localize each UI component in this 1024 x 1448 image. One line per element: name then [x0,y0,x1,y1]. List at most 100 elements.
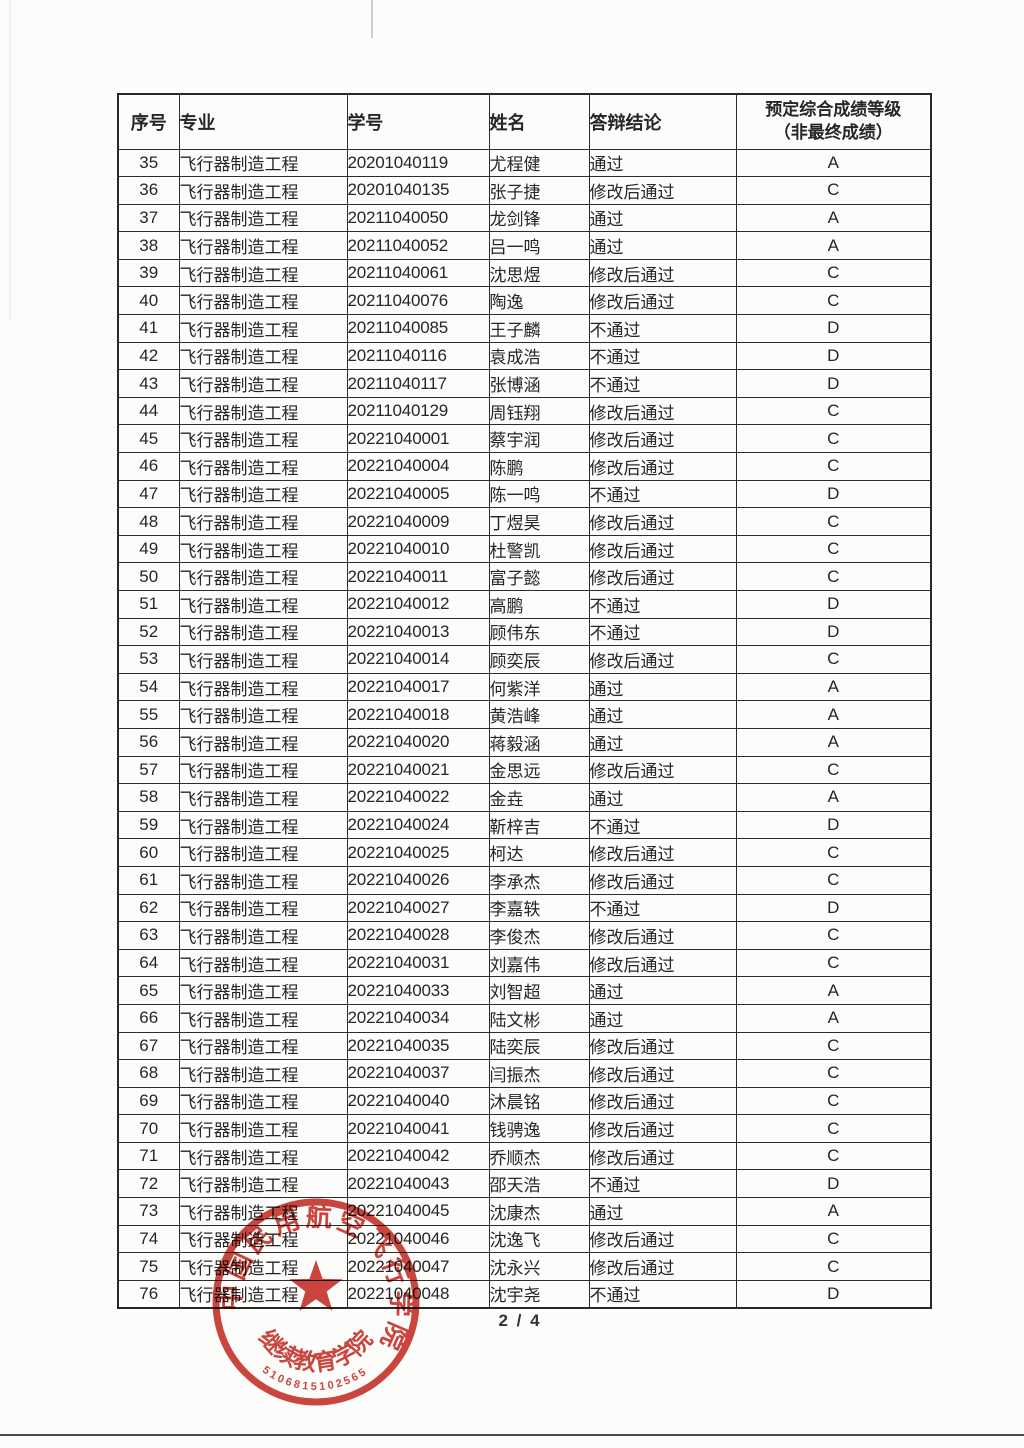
cell-major: 飞行器制造工程 [178,203,348,233]
table-body: 35 飞行器制造工程 20201040119 尤程健 通过 A 36 飞行器制造工程 20201… [117,148,932,1309]
cell-index: 54 [117,672,180,702]
cell-grade: D [735,810,932,840]
cell-conclusion: 修改后通过 [588,1086,737,1116]
cell-conclusion: 修改后通过 [588,921,737,950]
cell-conclusion: 通过 [588,231,737,260]
cell-student-id: 20221040037 [346,1059,490,1088]
cell-major: 飞行器制造工程 [178,341,348,371]
cell-major: 飞行器制造工程 [178,783,348,812]
header-student-id: 学号 [346,93,490,150]
cell-student-id: 20221040020 [346,727,490,757]
cell-grade: C [735,948,932,978]
cell-conclusion: 修改后通过 [588,838,737,867]
cell-index: 72 [117,1169,180,1199]
cell-name: 蔡宇润 [488,424,590,454]
cell-conclusion: 修改后通过 [588,424,737,454]
cell-major: 飞行器制造工程 [178,396,348,426]
cell-grade: A [735,203,932,233]
cell-conclusion: 不通过 [588,810,737,840]
cell-conclusion: 修改后通过 [588,1224,737,1254]
cell-grade: C [735,1141,932,1171]
cell-name: 沈康杰 [488,1197,590,1226]
cell-index: 48 [117,507,180,536]
cell-name: 沈永兴 [488,1252,590,1281]
cell-index: 52 [117,617,180,647]
cell-conclusion: 通过 [588,727,737,757]
cell-name: 李承杰 [488,865,590,895]
cell-major: 飞行器制造工程 [178,893,348,923]
cell-conclusion: 通过 [588,148,737,178]
cell-name: 闫振杰 [488,1059,590,1088]
cell-index: 35 [117,148,180,178]
cell-student-id: 20211040085 [346,314,490,343]
cell-major: 飞行器制造工程 [178,1031,348,1061]
cell-name: 尤程健 [488,148,590,178]
cell-name: 周钰翔 [488,396,590,426]
table-row: 36 飞行器制造工程 20201040135 张子捷 修改后通过 C [117,176,932,205]
cell-major: 飞行器制造工程 [178,479,348,509]
cell-major: 飞行器制造工程 [178,700,348,729]
cell-major: 飞行器制造工程 [178,369,348,398]
cell-major: 飞行器制造工程 [178,1003,348,1033]
cell-conclusion: 修改后通过 [588,534,737,564]
cell-name: 张博涵 [488,369,590,398]
cell-index: 44 [117,396,180,426]
cell-index: 59 [117,810,180,840]
cell-name: 蒋毅涵 [488,727,590,757]
cell-grade: A [735,148,932,178]
table-row: 72 飞行器制造工程 20221040043 邵天浩 不通过 D [117,1169,932,1199]
cell-major: 飞行器制造工程 [178,424,348,454]
cell-student-id: 20221040024 [346,810,490,840]
cell-major: 飞行器制造工程 [178,231,348,260]
cell-name: 靳梓吉 [488,810,590,840]
cell-name: 丁煜昊 [488,507,590,536]
table-row: 38 飞行器制造工程 20211040052 吕一鸣 通过 A [117,231,932,260]
cell-name: 李嘉轶 [488,893,590,923]
cell-grade: A [735,231,932,260]
cell-conclusion: 通过 [588,1003,737,1033]
cell-name: 富子懿 [488,562,590,591]
cell-student-id: 20221040021 [346,755,490,785]
cell-student-id: 20221040046 [346,1224,490,1254]
cell-student-id: 20221040017 [346,672,490,702]
cell-name: 陈鹏 [488,452,590,481]
cell-major: 飞行器制造工程 [178,727,348,757]
cell-conclusion: 不通过 [588,1279,737,1309]
cell-major: 飞行器制造工程 [178,1086,348,1116]
cell-name: 李俊杰 [488,921,590,950]
cell-name: 高鹏 [488,590,590,619]
cell-grade: D [735,590,932,619]
cell-grade: A [735,700,932,729]
cell-grade: C [735,534,932,564]
cell-grade: C [735,286,932,316]
cell-conclusion: 修改后通过 [588,865,737,895]
cell-grade: D [735,314,932,343]
table-row: 44 飞行器制造工程 20211040129 周钰翔 修改后通过 C [117,396,932,426]
table-row: 64 飞行器制造工程 20221040031 刘嘉伟 修改后通过 C [117,948,932,978]
cell-conclusion: 修改后通过 [588,755,737,785]
cell-index: 47 [117,479,180,509]
cell-index: 75 [117,1252,180,1281]
cell-student-id: 20221040027 [346,893,490,923]
cell-major: 飞行器制造工程 [178,755,348,785]
cell-conclusion: 修改后通过 [588,258,737,288]
cell-student-id: 20211040076 [346,286,490,316]
cell-major: 飞行器制造工程 [178,452,348,481]
cell-name: 陆文彬 [488,1003,590,1033]
cell-student-id: 20221040012 [346,590,490,619]
cell-major: 飞行器制造工程 [178,645,348,674]
cell-index: 71 [117,1141,180,1171]
cell-conclusion: 修改后通过 [588,396,737,426]
cell-student-id: 20221040026 [346,865,490,895]
cell-grade: C [735,645,932,674]
cell-student-id: 20211040129 [346,396,490,426]
cell-index: 46 [117,452,180,481]
cell-name: 王子麟 [488,314,590,343]
cell-grade: C [735,507,932,536]
cell-grade: A [735,1197,932,1226]
table-row: 65 飞行器制造工程 20221040033 刘智超 通过 A [117,976,932,1005]
cell-student-id: 20221040005 [346,479,490,509]
cell-major: 飞行器制造工程 [178,921,348,950]
cell-grade: D [735,617,932,647]
cell-name: 张子捷 [488,176,590,205]
